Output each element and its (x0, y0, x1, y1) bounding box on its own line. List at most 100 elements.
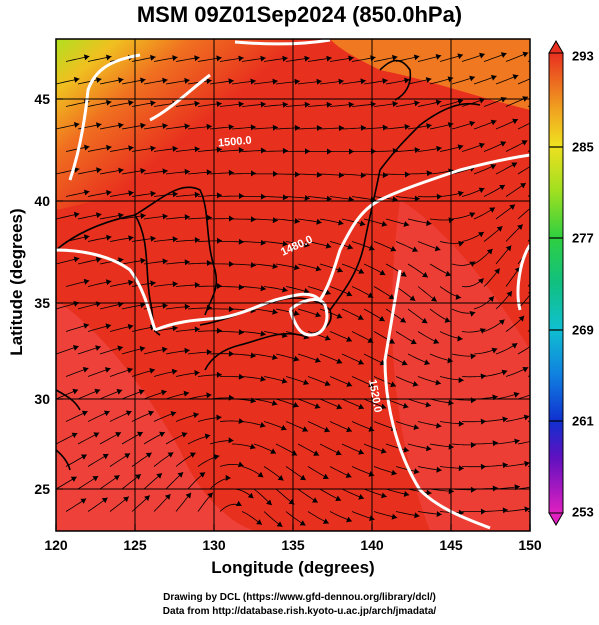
streamline-arrowhead (118, 32, 124, 38)
streamline-arrowhead (125, 410, 132, 416)
streamline-arrowhead (414, 195, 420, 202)
colorbar-tick-label: 285 (572, 139, 594, 155)
streamline-arrowhead (536, 483, 542, 489)
streamline-arrowhead (457, 53, 463, 60)
streamline-arrowhead (228, 169, 234, 176)
streamline-arrowhead (381, 221, 388, 227)
streamline-arrowhead (336, 358, 343, 364)
streamline-arrowhead (184, 123, 190, 130)
streamline-arrowhead (170, 411, 177, 417)
streamline-arrowhead (501, 369, 508, 376)
streamline-arrowhead (357, 314, 364, 320)
streamline-arrowhead (300, 474, 306, 481)
colorbar-tick-label: 293 (572, 48, 594, 64)
streamline-arrowhead (479, 328, 486, 334)
streamline-arrowhead (140, 302, 146, 309)
streamline-arrowhead (83, 323, 89, 329)
streamline-arrowhead (116, 388, 123, 395)
streamline (452, 39, 454, 40)
streamline-arrowhead (480, 463, 486, 470)
streamline-arrowhead (106, 189, 112, 196)
streamline-arrowhead (260, 239, 266, 246)
streamline-arrowhead (256, 519, 262, 525)
streamline-arrowhead (294, 124, 300, 131)
streamline-arrowhead (478, 187, 485, 193)
streamline-arrowhead (282, 55, 288, 62)
streamline-arrowhead (358, 268, 365, 274)
streamline-arrowhead (74, 32, 80, 38)
streamline (408, 39, 410, 40)
x-tick-label: 150 (518, 537, 542, 553)
tick-marks (55, 98, 531, 531)
streamline-arrowhead (360, 78, 366, 85)
streamline-arrowhead (140, 257, 146, 264)
streamline (517, 207, 530, 220)
streamline-arrowhead (94, 388, 101, 395)
streamline-arrowhead (426, 220, 432, 227)
graticule (56, 39, 530, 531)
streamline-arrowhead (410, 338, 417, 345)
streamline-arrowhead (470, 442, 476, 448)
streamline-arrowhead (96, 122, 102, 129)
streamline-arrowhead (250, 262, 256, 268)
streamline-arrowhead (499, 185, 505, 191)
streamline (518, 39, 520, 40)
streamline-arrowhead (336, 403, 343, 410)
streamline-arrowhead (304, 195, 310, 201)
streamline-arrowhead (435, 54, 442, 60)
streamline-arrowhead (207, 492, 213, 499)
streamline-arrowhead (228, 437, 234, 444)
streamline-arrowhead (444, 317, 451, 323)
streamline-arrowhead (294, 171, 300, 178)
streamline (517, 346, 530, 355)
streamline-arrowhead (502, 507, 508, 514)
streamline-arrowhead (413, 424, 419, 430)
streamline-arrowhead (433, 338, 439, 344)
streamline-arrowhead (457, 190, 464, 197)
streamline-arrowhead (171, 368, 178, 375)
streamline-arrowhead (238, 55, 244, 62)
streamline-arrowhead (162, 346, 168, 353)
streamline-arrowhead (148, 410, 154, 417)
streamline-arrowhead (194, 55, 200, 62)
streamline (517, 166, 530, 175)
x-tick-label: 120 (44, 537, 68, 553)
streamline-arrowhead (172, 281, 178, 288)
streamline-arrowhead (368, 471, 375, 477)
streamline-arrowhead (492, 440, 498, 447)
streamline-arrowhead (302, 426, 308, 432)
streamline-arrowhead (172, 145, 178, 152)
streamline-arrowhead (272, 263, 278, 270)
streamline-arrowhead (348, 55, 354, 62)
streamline-arrowhead (159, 431, 165, 438)
streamline-arrowhead (206, 78, 212, 85)
streamline (517, 294, 530, 310)
streamline-arrowhead (447, 357, 453, 364)
streamline-arrowhead (216, 101, 222, 107)
streamline-arrowhead (118, 77, 124, 84)
streamline-arrowhead (128, 145, 134, 152)
streamline-arrowhead (95, 345, 101, 351)
streamline-arrowhead (388, 294, 395, 300)
streamline-arrowhead (458, 377, 464, 384)
streamline-arrowhead (273, 170, 278, 177)
streamline-arrowhead (358, 403, 364, 410)
streamline-arrowhead (520, 183, 526, 189)
streamline-arrowhead (502, 416, 508, 423)
streamline-arrowhead (83, 54, 90, 61)
x-tick-label: 145 (439, 537, 463, 553)
y-tick-label: 35 (34, 295, 50, 311)
streamline-arrowhead (480, 373, 486, 380)
streamline-arrowhead (458, 420, 464, 427)
streamline-arrowhead (389, 338, 395, 344)
streamline-arrowhead (488, 296, 494, 302)
streamline-arrowhead (282, 147, 288, 154)
streamline-arrowhead (150, 280, 156, 287)
streamline-arrowhead (70, 476, 77, 482)
streamline-arrowhead (71, 432, 78, 438)
streamline-arrowhead (294, 78, 300, 85)
streamline-arrowhead (390, 246, 397, 252)
streamline-arrowhead (513, 392, 520, 398)
streamline-arrowhead (404, 32, 410, 38)
streamline-arrowhead (140, 213, 146, 219)
